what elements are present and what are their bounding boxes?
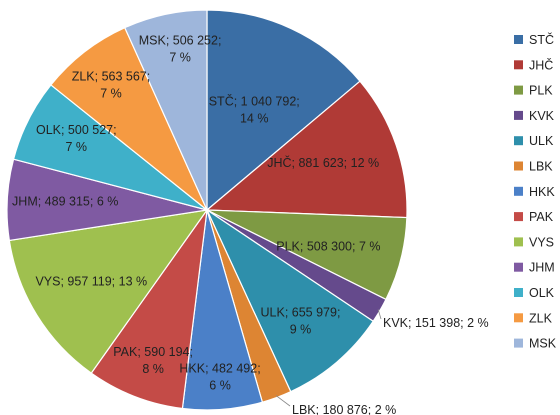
legend-label-lbk: LBK bbox=[529, 160, 553, 174]
pie-slice-stč bbox=[206, 9, 361, 212]
data-label-hkk: HKK; 482 492; 6 % bbox=[179, 361, 260, 392]
legend-label-kvk: KVK bbox=[529, 109, 555, 123]
legend-label-msk: MSK bbox=[529, 337, 557, 351]
legend-swatch-hkk bbox=[514, 186, 523, 196]
legend-label-jhč: JHČ bbox=[529, 57, 553, 72]
legend-label-olk: OLK bbox=[529, 286, 555, 300]
data-label-vys: VYS; 957 119; 13 % bbox=[35, 274, 147, 288]
pie-slice-pak bbox=[90, 209, 208, 410]
legend-label-zlk: ZLK bbox=[529, 311, 553, 325]
legend-swatch-kvk bbox=[514, 110, 523, 120]
legend-label-stč: STČ bbox=[529, 32, 554, 47]
legend: STČ JHČ PLK KVK ULK LBK HKK PAK VYS JHM OLK ZLK MSK bbox=[514, 32, 557, 351]
data-label-kvk: KVK; 151 398; 2 % bbox=[383, 316, 489, 330]
data-label-jhm: JHM; 489 315; 6 % bbox=[12, 195, 118, 209]
data-labels: STČ; 1 040 792; 14 % JHČ; 881 623; 12 % PLK… bbox=[12, 34, 489, 415]
legend-swatch-msk bbox=[514, 338, 523, 348]
legend-swatch-ulk bbox=[514, 136, 523, 146]
legend-swatch-jhm bbox=[514, 262, 523, 272]
legend-swatch-jhč bbox=[514, 60, 523, 70]
pie-slice-vys bbox=[8, 209, 209, 374]
data-label-pak: PAK; 590 194; 8 % bbox=[113, 345, 193, 376]
legend-swatch-plk bbox=[514, 85, 523, 95]
data-label-msk: MSK; 506 252; 7 % bbox=[139, 34, 222, 65]
legend-swatch-lbk bbox=[514, 161, 523, 171]
data-label-jhč: JHČ; 881 623; 12 % bbox=[267, 155, 379, 170]
pie-slice-ulk bbox=[205, 208, 375, 393]
legend-label-ulk: ULK bbox=[529, 134, 554, 148]
pie-slice-jhč bbox=[205, 80, 408, 219]
legend-label-pak: PAK bbox=[529, 210, 554, 224]
data-label-olk: OLK; 500 527; 7 % bbox=[36, 123, 117, 154]
legend-label-plk: PLK bbox=[529, 84, 553, 98]
legend-swatch-zlk bbox=[514, 313, 523, 323]
legend-label-vys: VYS bbox=[529, 235, 554, 249]
legend-swatch-stč bbox=[514, 35, 523, 44]
pie-slice-zlk bbox=[50, 26, 208, 211]
legend-swatch-olk bbox=[514, 288, 523, 297]
data-label-ulk: ULK; 655 979; 9 % bbox=[261, 306, 341, 337]
leader-lines bbox=[275, 309, 382, 407]
legend-swatch-pak bbox=[514, 212, 523, 222]
pie-slice-msk bbox=[123, 9, 208, 211]
legend-swatch-vys bbox=[514, 237, 523, 247]
pie-slices bbox=[6, 9, 408, 411]
data-label-plk: PLK; 508 300; 7 % bbox=[276, 240, 380, 254]
legend-label-jhm: JHM bbox=[529, 261, 555, 275]
leader-line-kvk bbox=[377, 309, 382, 320]
legend-label-hkk: HKK bbox=[529, 185, 555, 199]
data-label-stč: STČ; 1 040 792; 14 % bbox=[209, 93, 300, 125]
leader-line-lbk bbox=[275, 395, 291, 407]
data-label-lbk: LBK; 180 876; 2 % bbox=[292, 403, 396, 415]
data-label-zlk: ZLK; 563 567; 7 % bbox=[72, 70, 151, 101]
